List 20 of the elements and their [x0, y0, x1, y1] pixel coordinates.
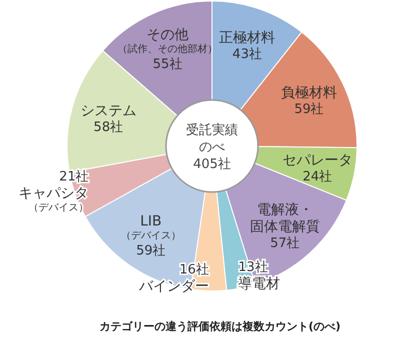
slice-label: LIB（デバイス）	[120, 213, 181, 242]
data-label: 59社	[136, 243, 166, 258]
data-label: 57社	[270, 236, 300, 252]
data-label: 16社	[179, 262, 209, 278]
data-label: 58社	[94, 120, 124, 136]
data-label: 43社	[232, 46, 262, 62]
slice-label: セパレータ	[282, 152, 352, 169]
data-label: 21社	[59, 169, 89, 184]
text: カテゴリーの違う評価依頼は複数カウント(のべ)	[99, 320, 341, 333]
slice-label: キャパシタ（デバイス）	[18, 185, 89, 214]
slice-label: バインダー	[138, 278, 209, 294]
data-label: 59社	[294, 102, 324, 118]
slice-label: 電解液・固体電解質	[250, 202, 320, 236]
slice-label: その他（試作、その他部材）	[118, 27, 218, 56]
text: 受託実績のべ405社	[186, 122, 238, 172]
slice-label: 負極材料	[280, 85, 337, 102]
slice-label: システム	[80, 103, 136, 120]
data-label: 24社	[302, 170, 332, 185]
slice-label: 正極材料	[219, 30, 276, 46]
data-label: 55社	[152, 57, 182, 72]
